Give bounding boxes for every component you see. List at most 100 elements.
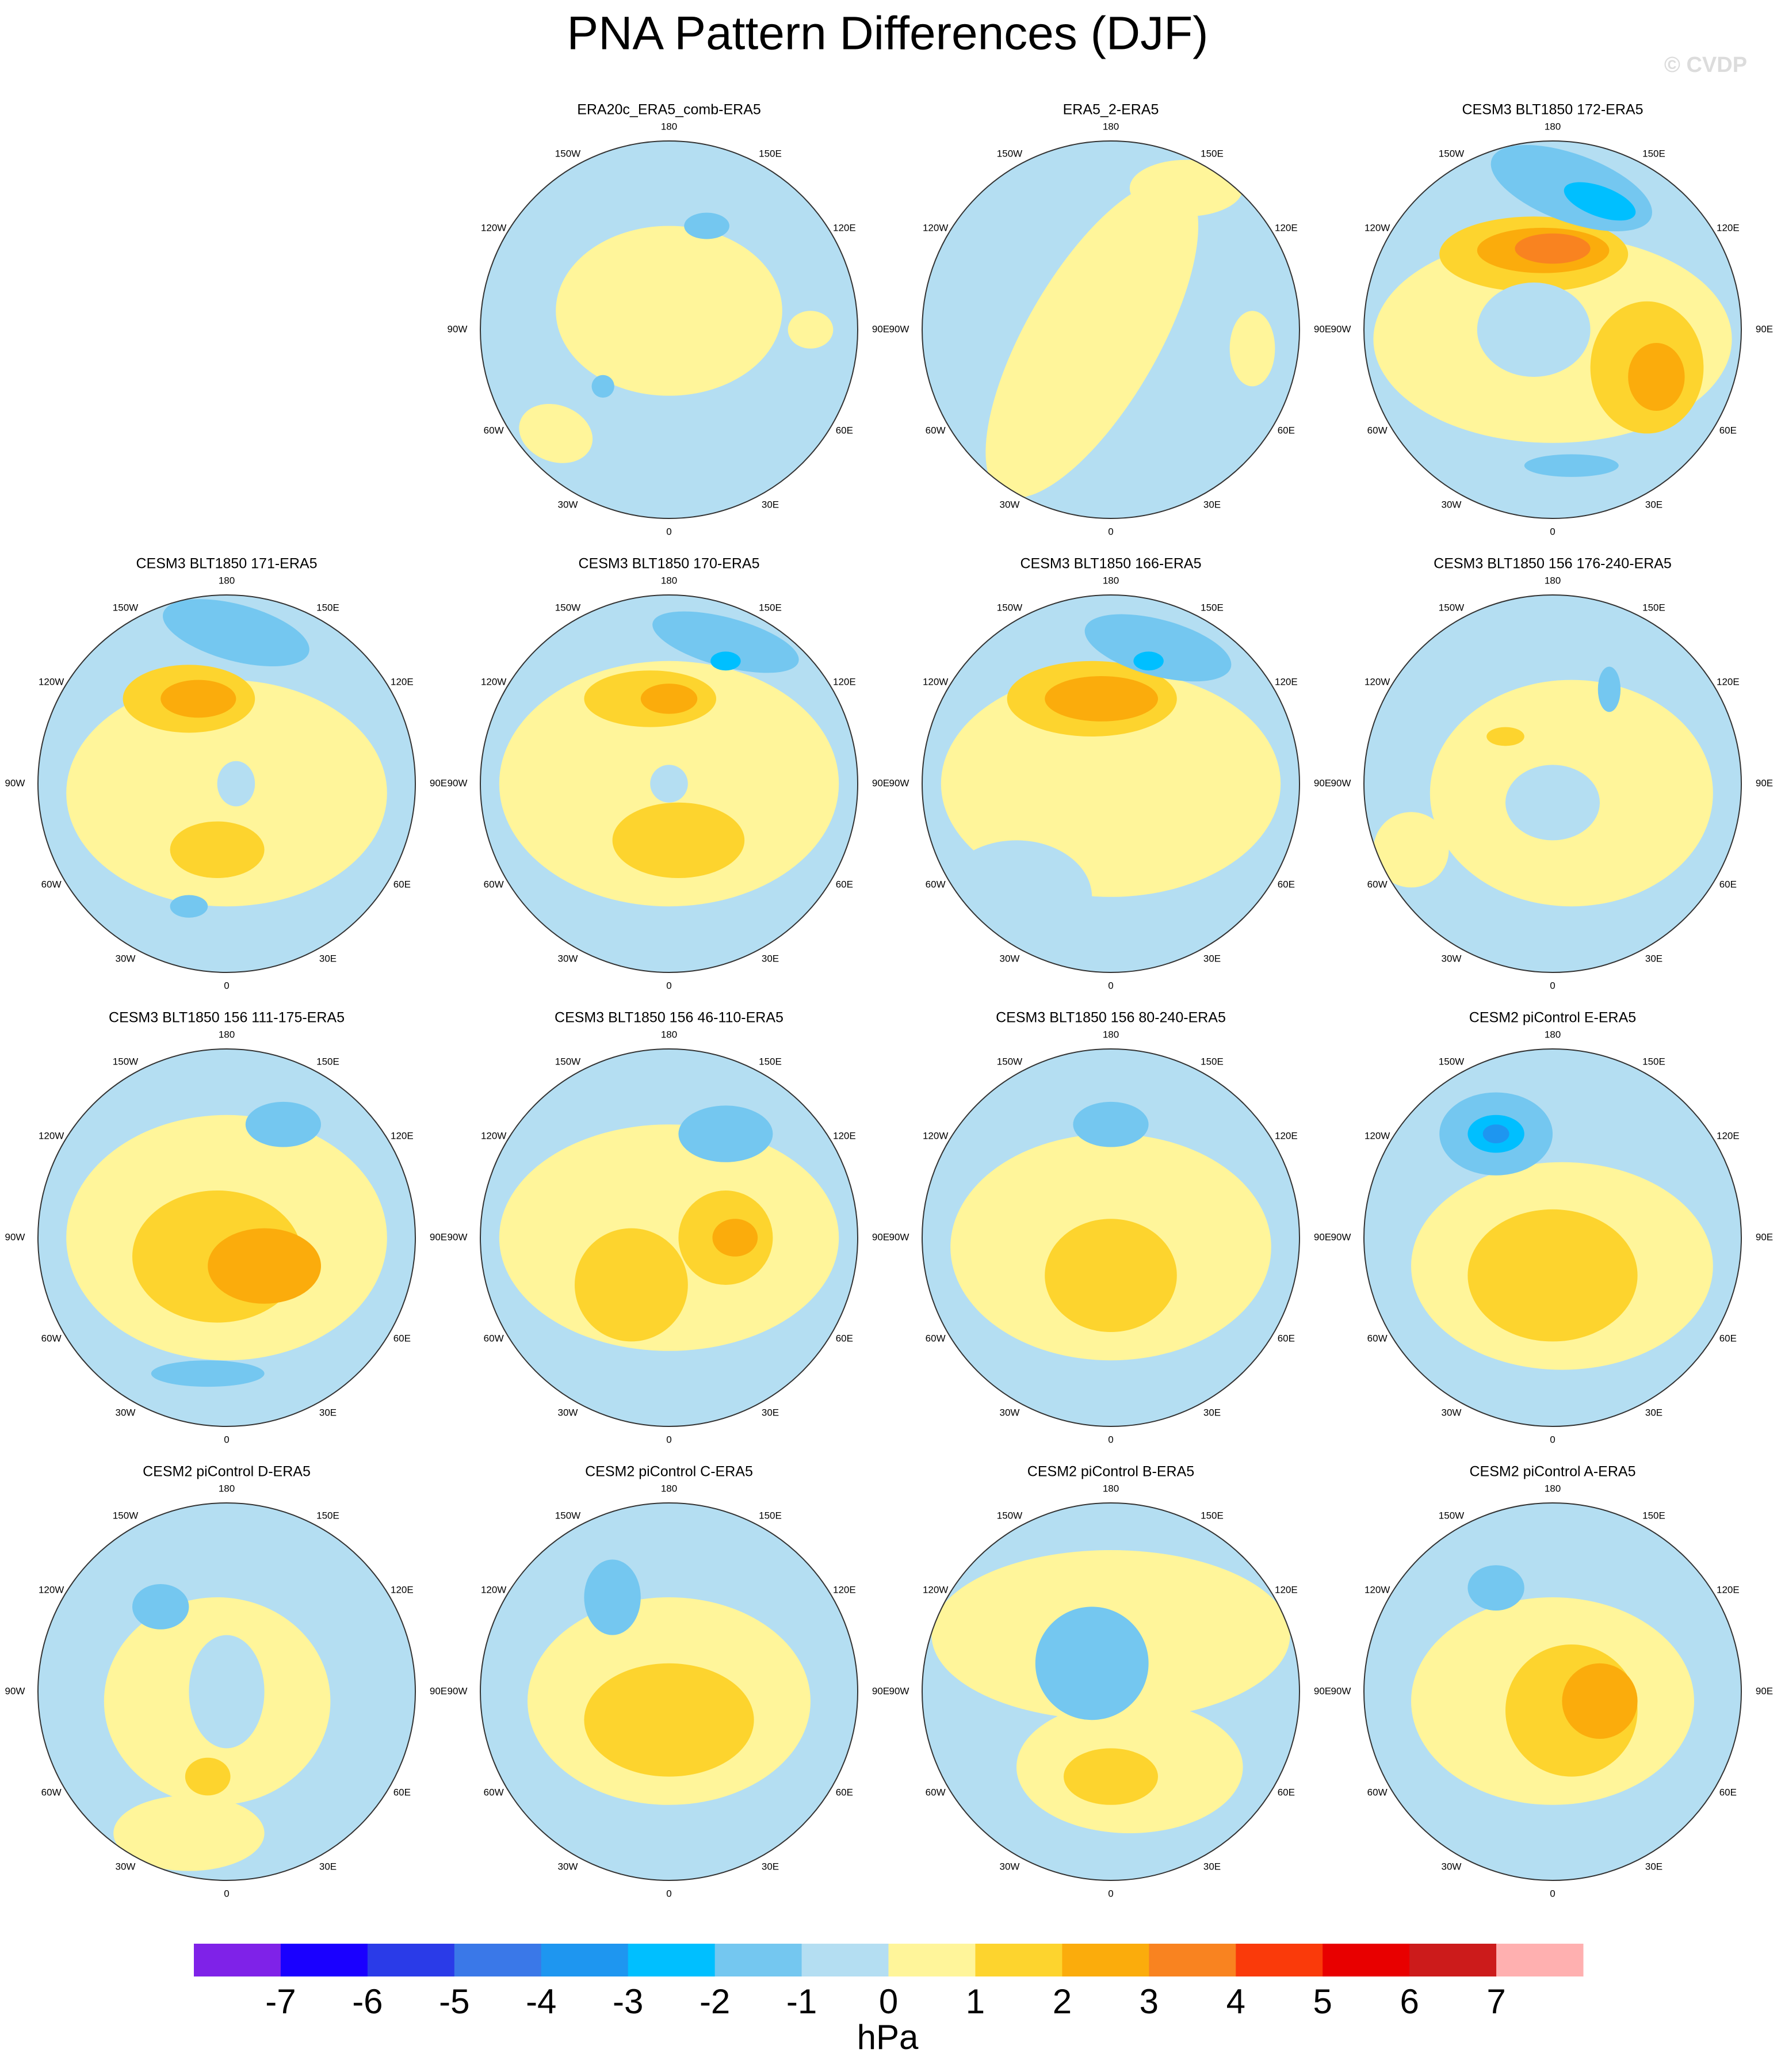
- longitude-label: 120W: [39, 1130, 64, 1141]
- map-body: [922, 141, 1300, 518]
- longitude-label: 120W: [1365, 222, 1390, 233]
- longitude-label: 0: [1550, 1434, 1555, 1445]
- longitude-label: 30W: [116, 1861, 136, 1872]
- longitude-label: 30E: [1645, 1861, 1662, 1872]
- longitude-label: 120E: [391, 1130, 414, 1141]
- map-border: [480, 140, 858, 519]
- longitude-label: 90W: [448, 1685, 468, 1696]
- contour-region: [1564, 182, 1636, 221]
- panel-title: CESM2 piControl A-ERA5: [1469, 1464, 1635, 1480]
- contour-region: [684, 212, 729, 239]
- contour-region: [712, 1219, 758, 1257]
- longitude-label: 30E: [762, 1407, 779, 1418]
- longitude-label: 150W: [1439, 602, 1464, 613]
- map-panel: CESM3 BLT1850 172-ERA5 180 150E 120E 90E 60E 3…: [1331, 102, 1774, 537]
- longitude-label: 60E: [1719, 1333, 1737, 1344]
- longitude-label: 180: [1103, 1029, 1119, 1040]
- map-panel: CESM3 BLT1850 166-ERA5 180 150E 120E 90E 60E 3…: [889, 556, 1332, 991]
- longitude-label: 0: [1550, 980, 1555, 991]
- colorbar-tick-label: -1: [786, 1982, 817, 2021]
- panel-title: CESM2 piControl B-ERA5: [1027, 1464, 1194, 1480]
- longitude-label: 0: [666, 1888, 671, 1899]
- colorbar-box: [801, 1944, 889, 1976]
- contour-region: [217, 761, 255, 807]
- panel-title: CESM3 BLT1850 156 111-175-ERA5: [109, 1010, 345, 1026]
- contour-region: [245, 1101, 321, 1147]
- longitude-label: 150E: [1201, 1056, 1224, 1067]
- map-border: [480, 1048, 858, 1427]
- longitude-label: 60E: [1278, 1787, 1295, 1798]
- map-body: [1364, 141, 1741, 518]
- contour-region: [1482, 1124, 1509, 1143]
- contour-region: [650, 765, 688, 803]
- longitude-label: 120W: [923, 1130, 948, 1141]
- longitude-label: 150W: [113, 602, 138, 613]
- map-border: [922, 1502, 1300, 1881]
- longitude-label: 90W: [1331, 1685, 1351, 1696]
- contour-region: [170, 895, 208, 918]
- contour-region: [1486, 727, 1524, 746]
- longitude-label: 120W: [1365, 676, 1390, 687]
- map-panel: CESM3 BLT1850 170-ERA5 180 150E 120E 90E 60E 3…: [448, 556, 890, 991]
- figure-title: PNA Pattern Differences (DJF): [567, 7, 1209, 60]
- colorbar-box: [1062, 1944, 1149, 1976]
- longitude-label: 30E: [762, 499, 779, 510]
- colorbar-box: [628, 1944, 716, 1976]
- longitude-label: 120W: [923, 676, 948, 687]
- map-body: [38, 1049, 415, 1426]
- panel-title: CESM3 BLT1850 156 46-110-ERA5: [555, 1010, 784, 1026]
- longitude-label: 120E: [833, 1584, 856, 1595]
- panel-title: CESM3 BLT1850 156 176-240-ERA5: [1434, 556, 1672, 572]
- colorbar-box: [280, 1944, 368, 1976]
- longitude-label: 90E: [1756, 1685, 1773, 1696]
- longitude-label: 90W: [889, 1685, 909, 1696]
- longitude-label: 0: [1108, 526, 1113, 537]
- longitude-label: 60E: [836, 425, 853, 436]
- contour-region: [1035, 1607, 1149, 1720]
- longitude-label: 60E: [836, 879, 853, 890]
- contour-region: [151, 1360, 265, 1387]
- longitude-label: 60E: [1719, 425, 1737, 436]
- map-body: [1364, 1503, 1741, 1880]
- longitude-label: 0: [666, 980, 671, 991]
- longitude-label: 0: [224, 1434, 229, 1445]
- longitude-label: 90E: [430, 1231, 447, 1242]
- longitude-label: 60W: [1367, 1787, 1388, 1798]
- longitude-label: 30W: [1442, 499, 1462, 510]
- contour-region: [584, 1663, 754, 1777]
- colorbar-tick-label: 1: [966, 1982, 985, 2021]
- contour-region: [170, 821, 265, 879]
- longitude-label: 90E: [872, 777, 889, 788]
- longitude-label: 30E: [762, 953, 779, 964]
- longitude-label: 30E: [319, 1407, 337, 1418]
- longitude-label: 30E: [1645, 953, 1662, 964]
- contour-region: [678, 1105, 773, 1162]
- longitude-label: 180: [661, 1483, 677, 1494]
- contour-region: [652, 611, 799, 673]
- longitude-label: 120W: [481, 1584, 506, 1595]
- contour-region: [160, 680, 236, 718]
- colorbar-box: [888, 1944, 976, 1976]
- contour-region: [575, 1228, 688, 1342]
- map-panel: CESM2 piControl A-ERA5 180 150E 120E 90E 60E 3…: [1331, 1464, 1774, 1899]
- contour-region: [941, 670, 1281, 897]
- longitude-label: 150E: [316, 1056, 339, 1067]
- longitude-label: 60W: [926, 425, 946, 436]
- colorbar-tick-label: -6: [352, 1982, 383, 2021]
- map-border: [37, 1048, 416, 1427]
- longitude-label: 60W: [926, 1787, 946, 1798]
- longitude-label: 120E: [833, 676, 856, 687]
- colorbar-tick-label: -2: [700, 1982, 730, 2021]
- map-body: [922, 1503, 1300, 1880]
- longitude-label: 90W: [1331, 323, 1351, 334]
- longitude-label: 90W: [448, 323, 468, 334]
- contour-region: [985, 180, 1199, 498]
- longitude-label: 180: [1103, 575, 1119, 586]
- colorbar-box: [454, 1944, 542, 1976]
- longitude-label: 90W: [448, 1231, 468, 1242]
- contour-region: [132, 1584, 189, 1630]
- map-panel: CESM2 piControl E-ERA5 180 150E 120E 90E 60E 3…: [1331, 1010, 1774, 1445]
- map-border: [37, 594, 416, 973]
- longitude-label: 30W: [1000, 953, 1020, 964]
